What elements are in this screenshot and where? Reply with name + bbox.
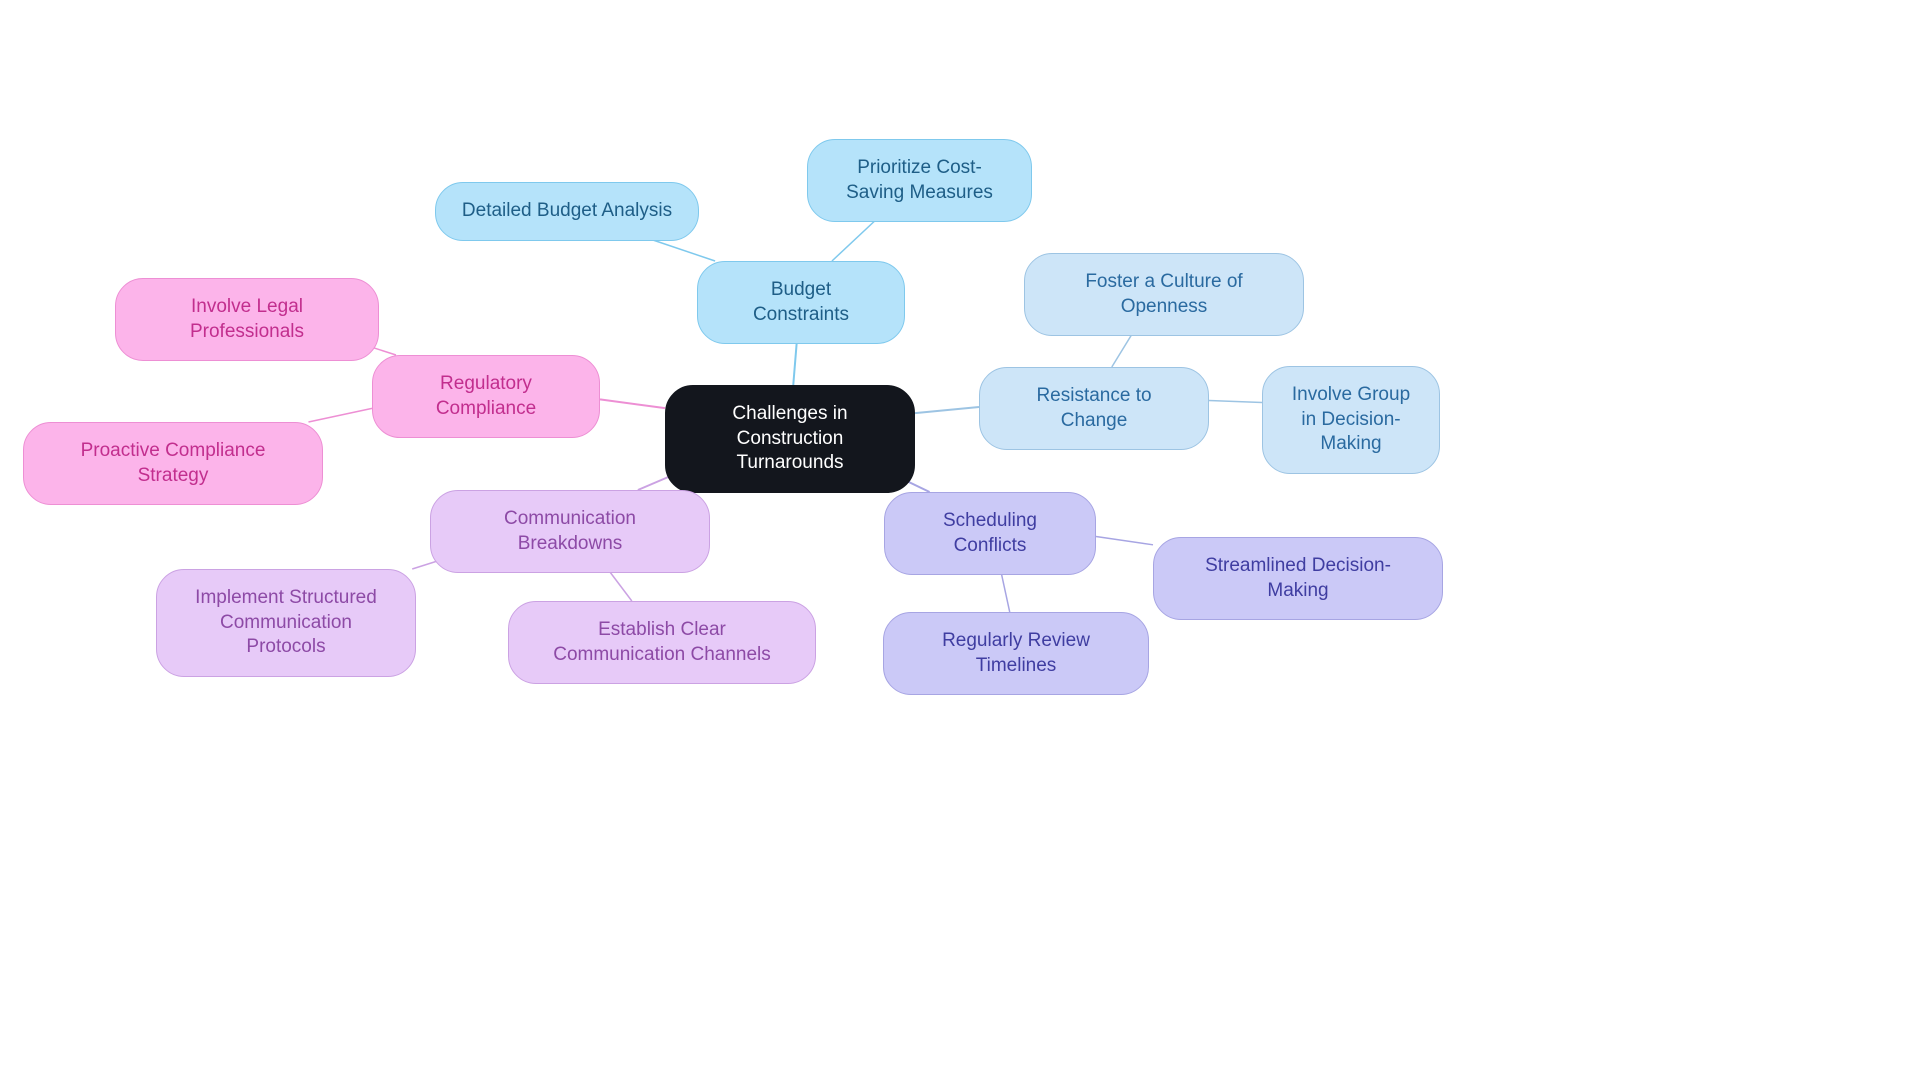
node-label: Detailed Budget Analysis <box>462 199 672 224</box>
node-label: Communication Breakdowns <box>455 507 685 556</box>
node-regulatory_legal: Involve Legal Professionals <box>115 278 379 361</box>
node-label: Regulatory Compliance <box>397 372 575 421</box>
node-label: Challenges in Construction Turnarounds <box>690 402 890 476</box>
node-regulatory_proactive: Proactive Compliance Strategy <box>23 422 323 505</box>
edge <box>915 407 979 413</box>
node-label: Resistance to Change <box>1004 384 1184 433</box>
node-center: Challenges in Construction Turnarounds <box>665 385 915 493</box>
node-label: Scheduling Conflicts <box>909 509 1071 558</box>
node-scheduling_review: Regularly Review Timelines <box>883 612 1149 695</box>
node-resistance_culture: Foster a Culture of Openness <box>1024 253 1304 336</box>
node-budget_analysis: Detailed Budget Analysis <box>435 182 699 241</box>
node-label: Streamlined Decision-Making <box>1178 554 1418 603</box>
node-scheduling: Scheduling Conflicts <box>884 492 1096 575</box>
node-regulatory: Regulatory Compliance <box>372 355 600 438</box>
node-comm_channels: Establish Clear Communication Channels <box>508 601 816 684</box>
edge <box>600 399 665 408</box>
edge <box>653 240 715 261</box>
node-label: Establish Clear Communication Channels <box>533 618 791 667</box>
node-budget: Budget Constraints <box>697 261 905 344</box>
edge <box>832 219 877 261</box>
node-label: Involve Legal Professionals <box>140 295 354 344</box>
node-label: Proactive Compliance Strategy <box>48 439 298 488</box>
node-label: Implement Structured Communication Proto… <box>181 586 391 660</box>
node-scheduling_stream: Streamlined Decision-Making <box>1153 537 1443 620</box>
node-label: Budget Constraints <box>722 278 880 327</box>
node-comm_protocols: Implement Structured Communication Proto… <box>156 569 416 677</box>
edge <box>1096 536 1153 544</box>
node-label: Involve Group in Decision-Making <box>1287 383 1415 457</box>
node-resistance_involve: Involve Group in Decision-Making <box>1262 366 1440 474</box>
edge <box>308 408 372 422</box>
node-resistance: Resistance to Change <box>979 367 1209 450</box>
node-label: Prioritize Cost-Saving Measures <box>832 156 1007 205</box>
node-comm: Communication Breakdowns <box>430 490 710 573</box>
node-label: Foster a Culture of Openness <box>1049 270 1279 319</box>
node-budget_cost: Prioritize Cost-Saving Measures <box>807 139 1032 222</box>
edge <box>1209 400 1262 402</box>
node-label: Regularly Review Timelines <box>908 629 1124 678</box>
